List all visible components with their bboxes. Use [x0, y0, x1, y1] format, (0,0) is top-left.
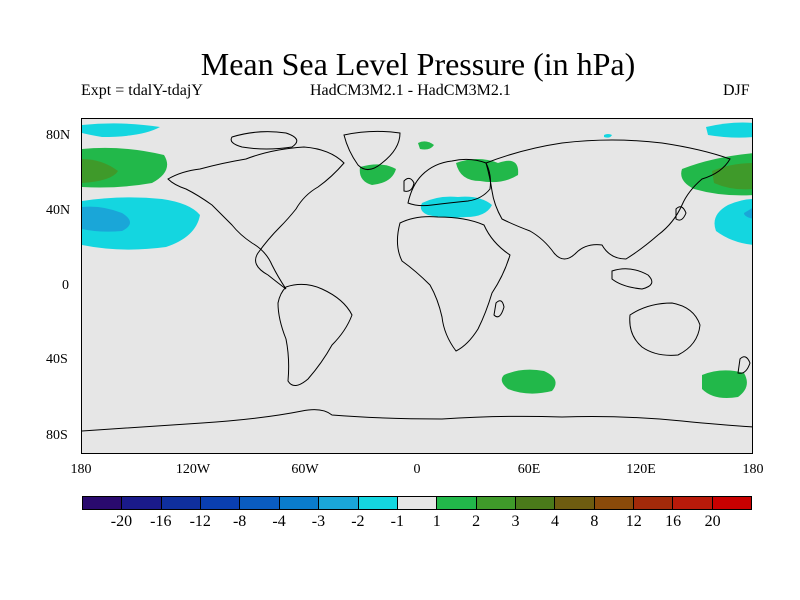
map-canvas	[82, 122, 752, 432]
coast-new-zealand	[737, 356, 751, 374]
model-label: HadCM3M2.1 - HadCM3M2.1	[310, 82, 511, 99]
lat-label-40n: 40N	[46, 203, 71, 218]
colorbar-label: 16	[665, 513, 682, 530]
season-label: DJF	[723, 82, 750, 99]
colorbar-swatch	[594, 497, 635, 509]
colorbar-label: -8	[232, 513, 247, 530]
colorbar-label: 1	[432, 513, 441, 530]
anomaly-pos-s-indian	[501, 369, 556, 394]
colorbar-swatch	[712, 497, 752, 509]
anomaly-pos-s-pacific	[702, 370, 747, 398]
colorbar-swatch	[83, 497, 123, 509]
coast-japan	[675, 206, 687, 221]
colorbar-label: 4	[550, 513, 559, 530]
colorbar-label: -12	[189, 513, 211, 530]
coast-maritime	[611, 268, 653, 290]
anomaly-neg-n-pacific-east	[714, 199, 752, 245]
colorbar-label: -2	[351, 513, 365, 530]
anomaly-neg-arctic-east	[706, 122, 752, 138]
coast-madagascar	[493, 300, 505, 318]
lon-label-60w: 60W	[291, 462, 319, 477]
colorbar-label: -3	[311, 513, 326, 530]
colorbar-label: -1	[390, 513, 404, 530]
colorbar-swatch	[358, 497, 398, 509]
colorbar-label: 2	[472, 513, 481, 530]
colorbar-label: 12	[625, 513, 642, 530]
colorbar-label: -16	[150, 513, 172, 530]
colorbar-swatch	[634, 497, 674, 509]
colorbar-swatch	[201, 497, 241, 509]
experiment-label: Expt = tdalY-tdajY	[81, 82, 203, 99]
colorbar-swatch	[673, 497, 713, 509]
lon-label-120w: 120W	[175, 462, 211, 477]
lat-label-80s: 80S	[46, 428, 68, 443]
colorbar-label: 3	[511, 513, 520, 530]
colorbar-swatch	[515, 497, 556, 509]
coast-antarctica	[82, 409, 752, 432]
lon-label-180-east: 180	[742, 462, 764, 477]
colorbar-swatch	[319, 497, 359, 509]
lat-label-0: 0	[62, 278, 69, 293]
coast-uk	[403, 177, 415, 192]
anomaly-pos-russia	[456, 159, 519, 183]
colorbar-swatch	[397, 497, 438, 509]
colorbar-swatch	[122, 497, 162, 509]
anomaly-neg2-n-pacific-east	[744, 208, 752, 219]
coast-south-america	[277, 283, 353, 386]
anomaly-pos2-siberia-east	[712, 163, 752, 190]
colorbar-label: 20	[704, 513, 721, 530]
lat-label-40s: 40S	[46, 352, 68, 367]
anomaly-neg2-n-pacific-west	[82, 206, 130, 232]
colorbar-swatch	[279, 497, 320, 509]
colorbar-label: 8	[590, 513, 599, 530]
colorbar-swatch	[161, 497, 202, 509]
anomaly-neg-arctic-west	[82, 123, 160, 137]
lon-label-180-west: 180	[70, 462, 92, 477]
colorbar-swatch	[240, 497, 280, 509]
colorbar-label: -4	[272, 513, 286, 530]
coast-north-america	[167, 146, 345, 290]
colorbar-swatch	[476, 497, 516, 509]
coast-asia	[485, 139, 731, 260]
lat-label-80n: 80N	[46, 128, 71, 143]
coast-greenland	[343, 130, 401, 170]
coast-africa	[396, 216, 511, 352]
anomaly-neg-arctic-mid	[604, 134, 612, 138]
colorbar	[82, 496, 752, 510]
coast-europe	[407, 158, 491, 207]
coast-arctic-islands	[230, 131, 298, 150]
colorbar-swatch	[555, 497, 595, 509]
coast-australia	[629, 302, 701, 356]
anomaly-pos-greenland-sea	[359, 164, 396, 185]
coastlines	[82, 130, 752, 432]
anomaly-pos-scandinavia	[418, 141, 434, 150]
anomaly-pos2-alaska	[82, 159, 118, 183]
lon-label-0: 0	[413, 462, 421, 477]
anomaly-neg-mediterranean	[420, 196, 492, 218]
map-panel	[81, 118, 753, 454]
chart-title: Mean Sea Level Pressure (in hPa)	[200, 46, 636, 82]
colorbar-swatch	[437, 497, 477, 509]
colorbar-label: -20	[110, 513, 133, 530]
anomaly-fields	[82, 122, 752, 398]
lon-label-120e: 120E	[626, 462, 656, 477]
lon-label-60e: 60E	[517, 462, 541, 477]
